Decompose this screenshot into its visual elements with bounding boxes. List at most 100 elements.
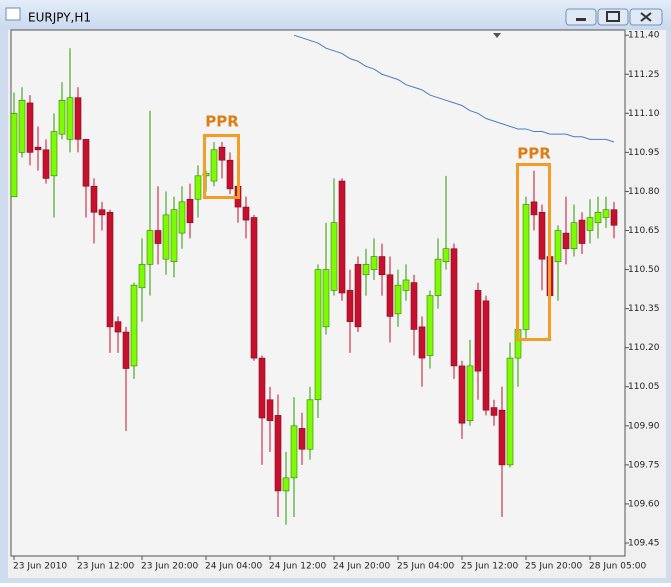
candle-body xyxy=(66,97,74,140)
x-tick-label: 24 Jun 20:00 xyxy=(333,562,390,572)
candle-body xyxy=(210,149,218,182)
candle-body xyxy=(354,264,362,328)
candle-body xyxy=(50,131,58,177)
y-tick-label: 109.75 xyxy=(628,460,660,470)
candle-body xyxy=(578,219,586,244)
x-tick-label: 23 Jun 20:00 xyxy=(141,562,198,572)
candle-body xyxy=(226,159,234,190)
y-tick-label: 110.50 xyxy=(628,265,660,275)
candle-body xyxy=(250,217,258,359)
candle-body xyxy=(242,206,250,221)
candle-body xyxy=(434,258,442,296)
annotation: PPR xyxy=(517,145,551,163)
candle-body xyxy=(74,97,82,140)
candle-body xyxy=(218,146,226,161)
y-tick-label: 109.60 xyxy=(628,499,660,509)
candle-body xyxy=(266,399,274,421)
annotation: PPR xyxy=(205,113,239,131)
candle-body xyxy=(162,214,170,260)
candle-body xyxy=(282,477,290,492)
minimize-button[interactable] xyxy=(565,8,597,26)
candle-body xyxy=(338,180,346,294)
candle-body xyxy=(594,211,602,223)
candle-body xyxy=(378,256,386,276)
y-tick-label: 111.40 xyxy=(628,31,660,41)
candle-body xyxy=(90,185,98,213)
annotation-box xyxy=(516,163,551,341)
candle-body xyxy=(34,146,42,151)
candle-body xyxy=(562,232,570,250)
candle-body xyxy=(98,209,106,216)
candle-body xyxy=(194,175,202,200)
candle-body xyxy=(258,357,266,419)
candle-body xyxy=(154,230,162,244)
x-tick-label: 23 Jun 12:00 xyxy=(77,562,134,572)
plot xyxy=(10,34,618,525)
candle-body xyxy=(130,284,138,367)
candle-body xyxy=(42,149,50,179)
maximize-button[interactable] xyxy=(597,8,629,26)
x-tick-label: 25 Jun 04:00 xyxy=(397,562,454,572)
candle-body xyxy=(610,209,618,226)
y-tick-label: 111.25 xyxy=(628,70,660,80)
candle-body xyxy=(138,264,146,289)
annotation-box xyxy=(203,134,240,199)
candle-body xyxy=(82,139,90,187)
maximize-icon xyxy=(606,11,620,22)
x-tick-label: 23 Jun 2010 xyxy=(13,562,67,572)
candle-body xyxy=(106,211,114,328)
candle-body xyxy=(18,100,26,153)
y-tick-label: 110.65 xyxy=(628,226,660,236)
title-bar xyxy=(0,0,671,30)
x-tick-label: 25 Jun 20:00 xyxy=(525,562,582,572)
candle-body xyxy=(10,113,18,197)
candle-body xyxy=(410,282,418,330)
candle-body xyxy=(322,269,330,328)
candle-body xyxy=(298,428,306,450)
close-icon xyxy=(640,12,652,22)
x-tick-label: 24 Jun 04:00 xyxy=(205,562,262,572)
candle-body xyxy=(186,198,194,223)
candle-body xyxy=(466,365,474,421)
window-icon xyxy=(5,7,21,21)
y-tick-label: 110.35 xyxy=(628,304,660,314)
y-tick-label: 109.45 xyxy=(628,538,660,548)
y-tick-label: 109.90 xyxy=(628,421,660,431)
candle-body xyxy=(170,209,178,263)
window-buttons xyxy=(565,8,663,26)
candle-body xyxy=(522,204,530,330)
candle-body xyxy=(370,256,378,270)
y-tick-label: 110.80 xyxy=(628,187,660,197)
candle-body xyxy=(146,230,154,265)
shift-marker xyxy=(493,33,501,38)
candle-body xyxy=(426,295,434,356)
candle-body xyxy=(402,279,410,291)
candle-body xyxy=(602,209,610,218)
candle-body xyxy=(346,290,354,322)
y-tick-label: 110.20 xyxy=(628,343,660,353)
candle-body xyxy=(306,399,314,450)
moving-average xyxy=(293,34,615,143)
candle-body xyxy=(498,409,506,466)
candle-body xyxy=(458,365,466,424)
candle-body xyxy=(482,300,490,411)
window-title: EURJPY,H1 xyxy=(28,11,91,25)
y-tick-label: 111.10 xyxy=(628,109,660,119)
x-tick-label: 28 Jun 05:00 xyxy=(589,562,646,572)
candle-body xyxy=(530,201,538,216)
candle-body xyxy=(506,357,514,466)
candle-body xyxy=(114,321,122,333)
y-tick-label: 110.95 xyxy=(628,148,660,158)
candle-body xyxy=(538,211,546,260)
y-tick-label: 110.05 xyxy=(628,382,660,392)
candle-body xyxy=(490,407,498,416)
candle-body xyxy=(586,217,594,231)
candle-body xyxy=(58,100,66,135)
candle-body xyxy=(570,222,578,250)
candle-body xyxy=(290,425,298,479)
x-tick-label: 24 Jun 12:00 xyxy=(269,562,326,572)
candle-body xyxy=(274,415,282,492)
candle-body xyxy=(178,201,186,234)
